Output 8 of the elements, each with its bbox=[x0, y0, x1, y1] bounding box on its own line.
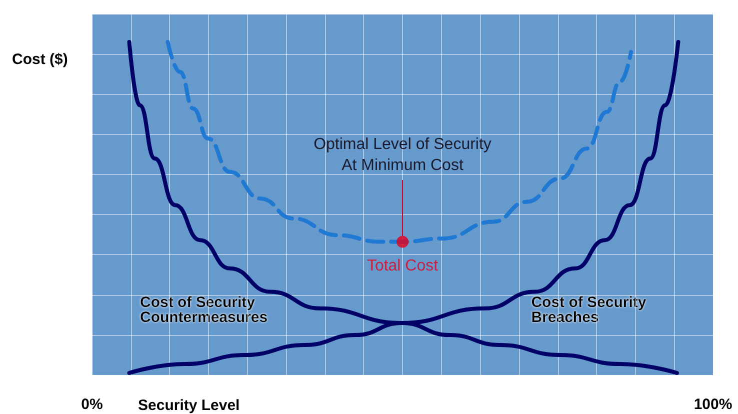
x-tick-label: 0% bbox=[81, 396, 103, 413]
series-label: Cost of Security Breaches bbox=[531, 294, 647, 326]
y-axis-title: Cost ($) bbox=[12, 51, 68, 68]
x-axis-title: Security Level bbox=[138, 397, 240, 414]
annotation: Optimal Level of Security At Minimum Cost bbox=[312, 134, 492, 176]
x-tick-label: 100% bbox=[694, 396, 732, 413]
series-label: Total Cost bbox=[366, 257, 439, 274]
series-label: Cost of Security Countermeasures bbox=[140, 294, 268, 326]
